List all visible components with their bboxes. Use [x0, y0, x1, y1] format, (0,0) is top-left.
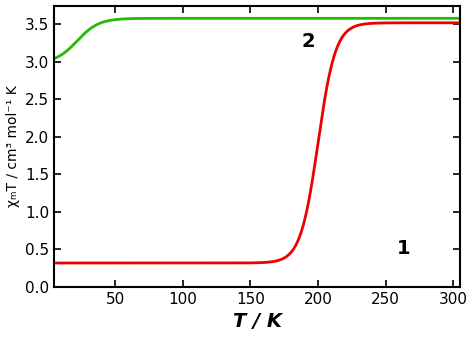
Text: 1: 1 [396, 239, 410, 258]
Y-axis label: χₘT / cm³ mol⁻¹ K: χₘT / cm³ mol⁻¹ K [6, 85, 19, 207]
Text: 2: 2 [302, 32, 315, 51]
X-axis label: T / K: T / K [233, 312, 282, 332]
